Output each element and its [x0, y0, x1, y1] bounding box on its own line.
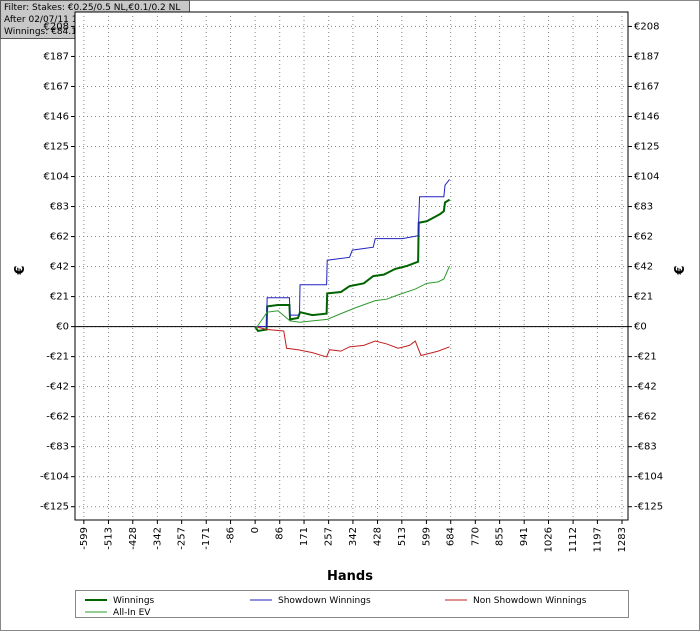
y-tick-label: €125 [634, 142, 659, 153]
series-line [254, 265, 451, 330]
y-tick-label: €208 [634, 21, 659, 32]
y-tick-label: -€83 [46, 442, 69, 453]
y-tick-label: €146 [634, 111, 659, 122]
y-tick-label: €104 [44, 172, 69, 183]
x-tick-label: -86 [226, 527, 237, 543]
series-line [254, 198, 451, 333]
y-tick-label: -€62 [634, 412, 657, 423]
y-tick-label: €125 [44, 142, 69, 153]
y-tick-label: -€125 [40, 502, 69, 513]
y-axis-label: € [673, 265, 688, 275]
y-tick-label: €146 [44, 111, 69, 122]
y-tick-label: -€104 [40, 472, 69, 483]
x-tick-label: 428 [373, 527, 384, 546]
x-tick-label: -513 [103, 527, 114, 550]
y-tick-label: €104 [634, 172, 659, 183]
filter-line: After 02/07/11 18:30:18 [4, 15, 112, 25]
legend-label: Non Showdown Winnings [473, 596, 587, 606]
series-line [255, 179, 450, 328]
y-tick-label: €21 [50, 292, 69, 303]
y-tick-label: -€42 [634, 382, 657, 393]
legend [75, 590, 629, 618]
y-tick-label: €62 [50, 232, 69, 243]
y-tick-label: €83 [634, 202, 653, 213]
y-tick-label: -€125 [634, 502, 663, 513]
y-tick-label: €21 [634, 292, 653, 303]
legend-label: Winnings [113, 596, 155, 606]
x-tick-label: 684 [446, 527, 457, 546]
y-tick-label: €187 [634, 51, 659, 62]
y-tick-label: -€62 [46, 412, 69, 423]
y-tick-label: -€83 [634, 442, 657, 453]
x-tick-label: 342 [348, 527, 359, 546]
y-tick-label: €62 [634, 232, 653, 243]
plot-area [74, 11, 629, 521]
x-tick-label: 1283 [617, 527, 628, 552]
y-tick-label: €167 [634, 81, 659, 92]
y-tick-label: €208 [44, 21, 69, 32]
series-line [255, 326, 450, 358]
x-tick-label: -342 [152, 527, 163, 550]
x-axis-label: Hands [327, 569, 373, 584]
legend-label: All-In EV [113, 608, 151, 618]
x-tick-label: -171 [201, 527, 212, 550]
y-tick-label: €187 [44, 51, 69, 62]
x-tick-label: 855 [495, 527, 506, 546]
x-tick-label: -428 [128, 527, 139, 550]
legend-label: Showdown Winnings [278, 596, 371, 606]
y-tick-label: -€21 [46, 352, 69, 363]
y-tick-label: -€104 [634, 472, 663, 483]
filter-line: Winnings: €84.15 [4, 27, 83, 37]
x-tick-label: 770 [470, 527, 481, 546]
y-tick-label: €167 [44, 81, 69, 92]
y-tick-label: -€21 [634, 352, 657, 363]
x-tick-label: 1026 [544, 527, 555, 552]
y-tick-label: €42 [634, 262, 653, 273]
y-axis-label: € [13, 265, 28, 275]
x-tick-label: 0 [250, 527, 261, 533]
y-tick-label: €0 [56, 322, 69, 333]
y-tick-label: -€42 [46, 382, 69, 393]
x-tick-label: 513 [397, 527, 408, 546]
x-tick-label: 257 [324, 527, 335, 546]
x-tick-label: 1112 [568, 527, 579, 552]
y-tick-label: €83 [50, 202, 69, 213]
filter-line: Filter: Stakes: €0.25/0.5 NL,€0.1/0.2 NL [4, 3, 180, 13]
y-tick-label: €0 [634, 322, 647, 333]
x-tick-label: 86 [275, 527, 286, 540]
x-tick-label: -599 [79, 527, 90, 550]
y-tick-label: €42 [50, 262, 69, 273]
x-tick-label: 171 [299, 527, 310, 546]
x-tick-label: 599 [421, 527, 432, 546]
x-tick-label: -257 [177, 527, 188, 550]
x-tick-label: 1197 [592, 527, 603, 552]
x-tick-label: 941 [519, 527, 530, 546]
